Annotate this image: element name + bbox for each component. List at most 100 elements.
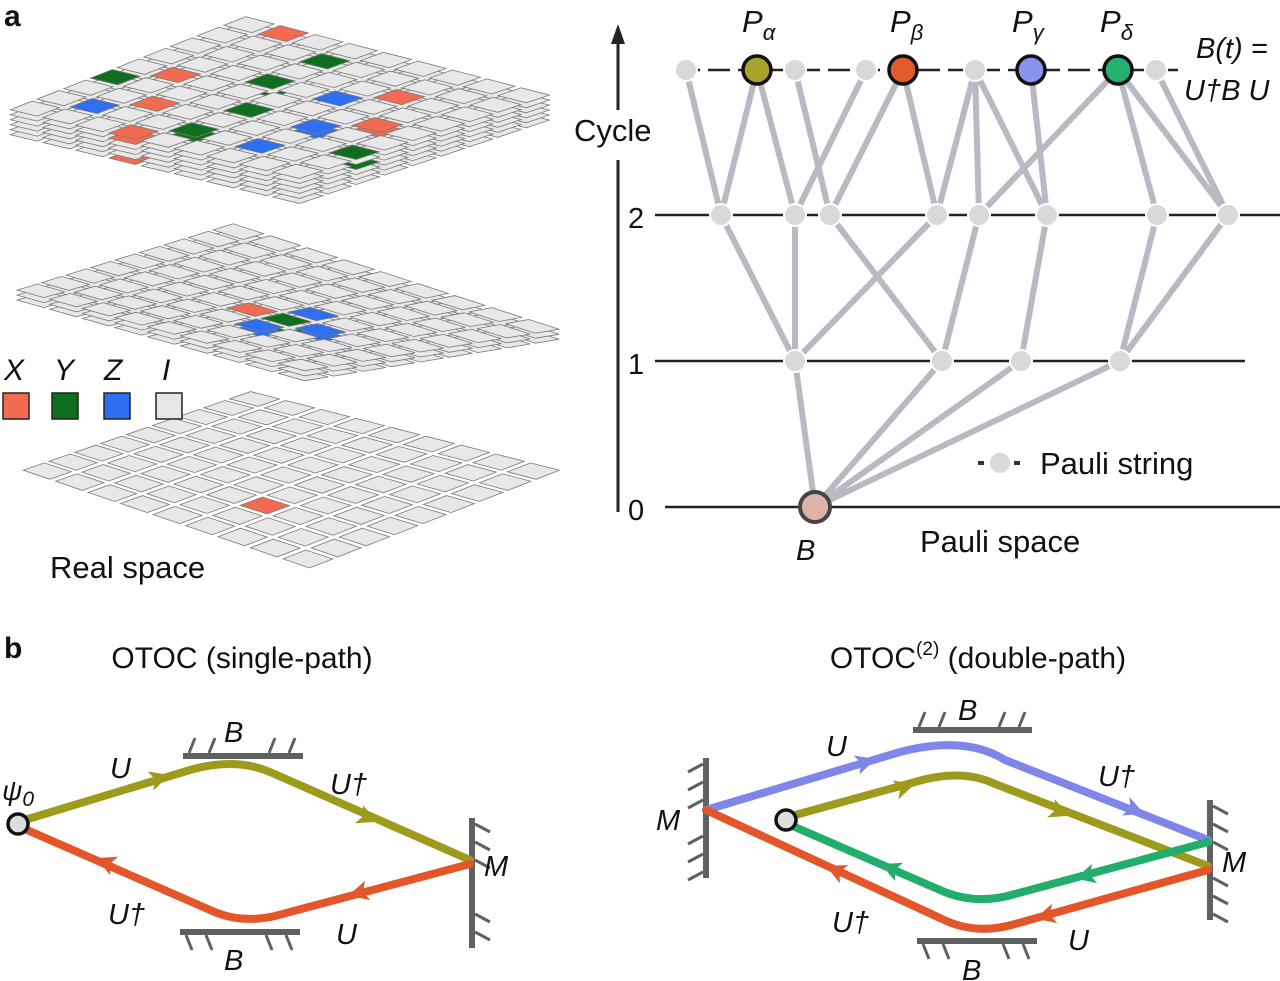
qubit-tile (266, 146, 320, 162)
qubit-tile (98, 278, 150, 294)
qubit-tile (172, 140, 226, 156)
mirror-hatch (937, 711, 947, 728)
qubit-tile (182, 75, 236, 92)
qubit-tile (233, 261, 288, 277)
qubit-tile (354, 475, 408, 494)
qubit-tile (259, 466, 312, 484)
pauli-edge (1028, 69, 1050, 216)
qubit-tile (344, 98, 399, 115)
qubit-tile (388, 485, 442, 504)
qubit-tile (40, 275, 91, 291)
qubit-tile (15, 283, 66, 299)
qubit-tile (305, 427, 359, 445)
u-forward-label: U (826, 731, 848, 763)
qubit-tile (243, 278, 297, 295)
arrow-icon (1075, 863, 1098, 884)
mirror-hatch (687, 780, 704, 792)
qubit-tile (400, 79, 454, 96)
qubit-tile (125, 426, 177, 444)
mirror-bar (913, 727, 1032, 733)
qubit-tile (191, 292, 244, 307)
qubit-x (225, 302, 279, 317)
qubit-tile (277, 358, 329, 372)
qubit-tile (48, 292, 99, 308)
qubit-tile (205, 486, 258, 504)
qubit-tile (271, 506, 325, 526)
mirror-hatch (204, 934, 214, 951)
qubit-tile (271, 163, 325, 179)
qubit-tile (9, 100, 61, 117)
qubit-tile (279, 437, 333, 454)
qubit-tile (64, 268, 116, 284)
p-beta-label: Pβ (890, 4, 924, 45)
qubit-tile (195, 26, 249, 44)
qubit-tile (222, 16, 276, 34)
panel-a-label: a (4, 0, 21, 33)
qubit-tile (106, 295, 158, 310)
qubit-tile (366, 70, 420, 87)
qubit-tile (419, 333, 473, 348)
mirror-b-top (183, 737, 303, 759)
qubit-tile (47, 453, 99, 471)
qubit-tile (74, 116, 127, 133)
paths (6, 741, 1212, 933)
mirror-hatch (997, 711, 1007, 728)
qubit-tile (291, 34, 345, 51)
qubit-tile (202, 400, 255, 416)
qubit-tile (321, 259, 376, 276)
u-back-label: U (336, 919, 358, 951)
qubit-tile (331, 277, 386, 293)
qubit-tile (228, 120, 281, 136)
mirror-hatch (474, 912, 491, 924)
qubit-tile (134, 114, 187, 130)
qubit-tile (216, 527, 269, 547)
pauli-edge (1018, 214, 1050, 362)
qubit-tile (261, 128, 315, 144)
mirror-hatch (287, 737, 297, 754)
qubit-tile (332, 506, 386, 525)
qubit-tile (338, 80, 392, 97)
qubit-tile (378, 107, 432, 124)
mirror-b-bottom-label: B (962, 955, 981, 981)
qubit-tile (187, 230, 240, 248)
mirror-hatch (264, 934, 274, 951)
arrow-icon (1035, 903, 1058, 924)
qubit-tile (21, 462, 73, 480)
layer-1 (15, 223, 560, 382)
qubit-z (286, 306, 339, 322)
pauli-edge (1153, 68, 1231, 217)
qubit-z (233, 138, 287, 154)
qubit-tile (155, 85, 209, 102)
mirror-hatch (474, 858, 491, 870)
legend-y-label: Y (54, 354, 76, 387)
qubit-tile (412, 317, 466, 332)
legend-i-label: I (162, 354, 170, 387)
qubit-tile (95, 87, 148, 104)
legend-x-swatch (2, 392, 30, 420)
qubit-z (311, 90, 365, 107)
u-dagger-back-label: U† (832, 907, 869, 939)
qubit-tile (347, 455, 401, 474)
qubit-tile (471, 453, 526, 471)
mirror-hatch (474, 822, 491, 834)
pauli-string-node (783, 58, 807, 82)
qubit-tile (332, 61, 386, 79)
pauli-string-node (1144, 58, 1168, 82)
pauli-string-legend-icon (988, 451, 1012, 475)
qubit-tile (119, 495, 171, 514)
qubit-tile (211, 223, 265, 240)
qubit-tile (226, 456, 279, 474)
cycle-axis-label: Cycle (574, 113, 652, 148)
qubit-y (259, 312, 312, 327)
qubit-tile (189, 93, 242, 110)
qubit-tile (299, 154, 353, 170)
qubit-tile (325, 42, 379, 60)
qubit-z (294, 323, 347, 337)
qubit-tile (286, 456, 340, 474)
second-backward-path (784, 820, 1212, 904)
qubit-tile (259, 254, 313, 271)
pauli-edge (1117, 214, 1160, 362)
qubit-x (350, 117, 404, 133)
qubit-tile (198, 308, 252, 323)
qubit-tile (409, 455, 463, 473)
